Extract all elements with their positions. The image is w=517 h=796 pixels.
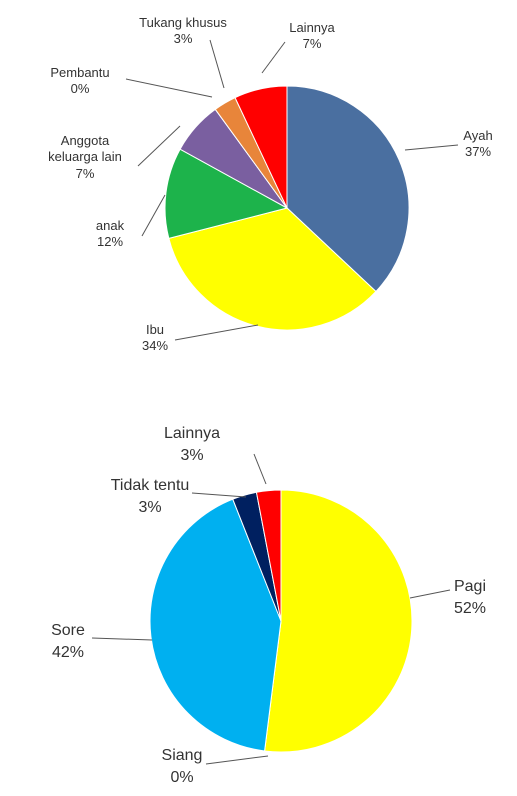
slice-label: Anggota keluarga lain 7% — [35, 133, 135, 182]
slice-name: Siang — [161, 747, 203, 764]
leader-line — [404, 144, 459, 151]
slice-name: Ayah — [463, 128, 493, 143]
slice-name: Pembantu — [50, 65, 110, 80]
slice-percent: 0% — [70, 81, 90, 97]
slice-name: Tukang khusus — [139, 15, 227, 30]
slice-name: Tidak tentu — [110, 477, 190, 494]
pie-slice — [234, 85, 288, 209]
slice-percent: 42% — [51, 643, 85, 661]
slice-label: Tukang khusus 3% — [123, 15, 243, 48]
leader-line — [174, 324, 259, 341]
slice-name: Pagi — [453, 578, 487, 595]
slice-name: Lainnya — [163, 425, 221, 442]
leader-line — [137, 125, 181, 167]
leader-line — [141, 194, 166, 237]
slice-name: Sore — [51, 622, 85, 639]
slice-percent: 7% — [75, 165, 95, 181]
leader-line — [205, 755, 269, 765]
slice-label: Lainnya 7% — [277, 20, 347, 53]
pie-slice — [255, 489, 282, 622]
slice-label: anak 12% — [80, 218, 140, 251]
leader-line — [125, 78, 213, 98]
leader-line — [191, 492, 247, 498]
slice-label: Lainnya 3% — [152, 423, 232, 466]
slice-label: Pembantu 0% — [35, 65, 125, 98]
pie-slice — [264, 489, 413, 753]
leader-line — [409, 589, 451, 599]
leader-line — [209, 39, 225, 89]
leader-line — [253, 453, 267, 485]
slice-label: Siang 0% — [152, 745, 212, 788]
slice-name: Anggota keluarga lain — [48, 133, 122, 165]
slice-label: Tidak tentu 3% — [90, 475, 210, 518]
slice-percent: 3% — [180, 446, 204, 464]
slice-percent: 3% — [173, 31, 193, 47]
leader-line — [261, 41, 286, 74]
slice-label: Sore 42% — [38, 620, 98, 663]
pie-slice — [286, 85, 410, 293]
pie-slice — [149, 498, 282, 752]
slice-label: Ibu 34% — [125, 322, 185, 355]
slice-name: Lainnya — [289, 20, 335, 35]
pie-slice — [164, 148, 289, 239]
pie-slice — [168, 207, 377, 331]
slice-percent: 34% — [141, 338, 169, 354]
slice-percent: 0% — [170, 768, 194, 786]
leader-line — [91, 637, 153, 641]
slice-percent: 7% — [302, 36, 322, 52]
slice-percent: 37% — [464, 144, 492, 160]
slice-percent: 3% — [138, 498, 162, 516]
slice-label: Ayah 37% — [448, 128, 508, 161]
slice-percent: 12% — [96, 234, 124, 250]
slice-name: anak — [95, 218, 125, 233]
slice-percent: 52% — [453, 599, 487, 617]
slice-label: Pagi 52% — [440, 576, 500, 619]
slice-name: Ibu — [145, 322, 165, 337]
